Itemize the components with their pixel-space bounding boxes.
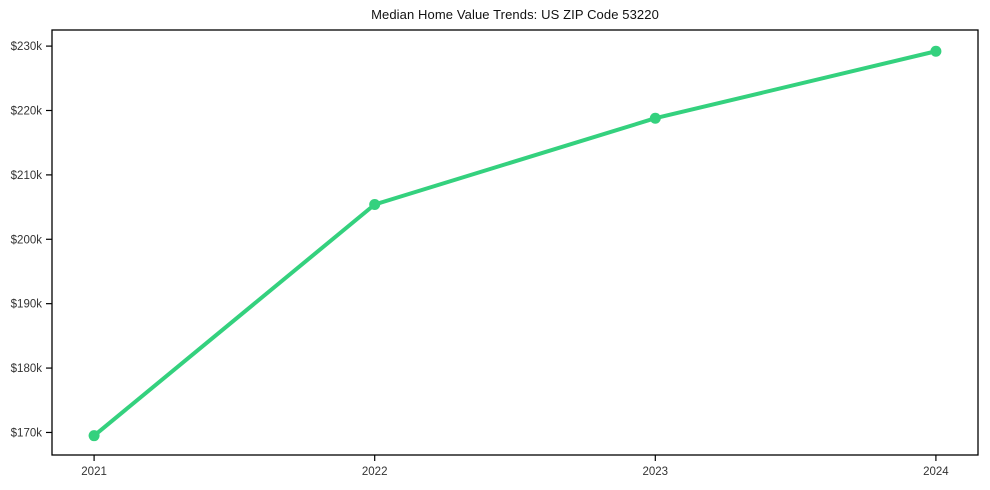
- data-point-2021: [88, 430, 100, 442]
- x-tick-label: 2023: [643, 466, 669, 478]
- chart-title: Median Home Value Trends: US ZIP Code 53…: [371, 7, 659, 22]
- y-tick-label: $190k: [11, 299, 43, 311]
- y-tick-label: $230k: [11, 41, 43, 53]
- x-tick-label: 2021: [81, 466, 107, 478]
- trend-line: [92, 49, 938, 438]
- y-tick-label: $210k: [11, 170, 43, 182]
- plot-frame: [51, 29, 979, 456]
- y-tick-label: $200k: [11, 234, 43, 246]
- x-tick-label: 2024: [923, 466, 949, 478]
- data-point-2022: [369, 199, 381, 211]
- y-tick-label: $180k: [11, 363, 43, 375]
- y-tick-label: $170k: [11, 427, 43, 439]
- data-point-2024: [930, 45, 942, 57]
- x-tick-label: 2022: [362, 466, 388, 478]
- y-tick-label: $220k: [11, 105, 43, 117]
- data-point-2023: [649, 112, 661, 124]
